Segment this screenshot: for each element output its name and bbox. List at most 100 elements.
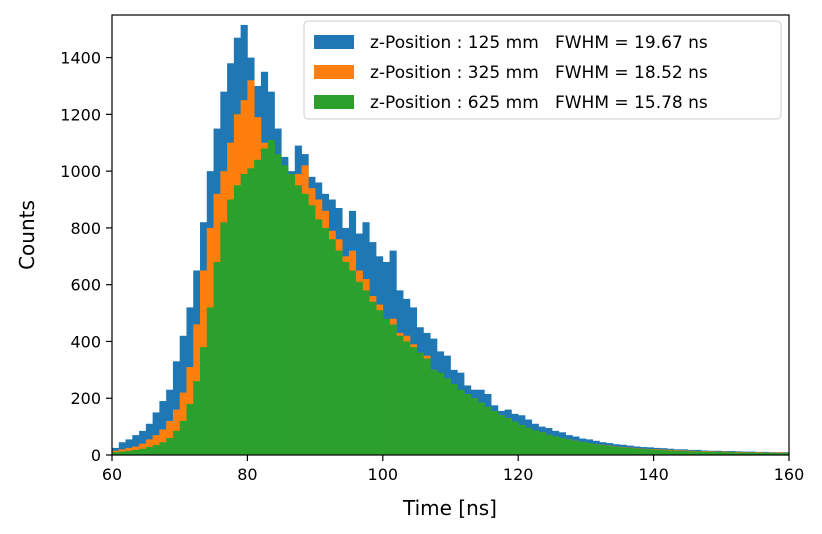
y-tick-label: 200 — [70, 389, 101, 408]
bar — [260, 148, 269, 456]
bar — [139, 448, 147, 455]
bar — [477, 402, 485, 455]
bar — [227, 199, 235, 455]
bar — [552, 436, 560, 455]
bar — [247, 168, 255, 456]
bar — [125, 450, 133, 455]
y-tick-label: 1000 — [60, 162, 101, 181]
bar — [626, 447, 634, 455]
bar — [172, 361, 181, 455]
bar — [145, 447, 153, 455]
bar — [606, 445, 614, 455]
x-tick-label: 140 — [638, 465, 669, 484]
x-tick-label: 60 — [102, 465, 122, 484]
bar — [125, 439, 133, 455]
bar — [531, 430, 539, 455]
bar — [355, 281, 363, 455]
bar — [145, 423, 153, 455]
bar — [653, 449, 661, 455]
bar — [619, 447, 627, 455]
bar — [768, 452, 776, 455]
bar — [464, 393, 472, 455]
legend-box — [303, 20, 782, 120]
bar — [159, 401, 167, 455]
bar — [220, 222, 228, 455]
bar — [274, 154, 282, 455]
bar — [233, 185, 241, 455]
bar — [612, 446, 621, 455]
bar — [200, 347, 208, 455]
histogram-bars — [112, 24, 790, 456]
x-tick-label: 160 — [774, 465, 805, 484]
bar — [240, 173, 248, 455]
series-3 — [112, 139, 790, 456]
bar — [206, 307, 214, 455]
bar — [748, 452, 756, 455]
bar — [342, 261, 350, 455]
bar — [572, 440, 580, 455]
bar — [416, 352, 424, 455]
bar — [281, 165, 289, 455]
bar — [389, 324, 397, 455]
bar — [450, 384, 458, 455]
x-tick-label: 80 — [237, 465, 257, 484]
bar — [179, 420, 187, 455]
y-tick-label: 1400 — [60, 49, 101, 68]
bar — [132, 435, 140, 455]
x-axis-label: Time [ns] — [402, 496, 497, 520]
bar — [673, 450, 682, 455]
bar — [254, 159, 262, 455]
bar — [545, 434, 553, 455]
bar — [396, 335, 404, 455]
bar — [504, 418, 512, 455]
bar — [721, 452, 729, 455]
bar — [376, 310, 384, 455]
bar — [193, 381, 201, 455]
bar — [734, 452, 742, 455]
bar — [660, 450, 668, 455]
legend: z-Position : 125 mm FWHM = 19.67 ns z-Pos… — [303, 20, 782, 120]
bar — [301, 193, 309, 455]
bar — [585, 443, 594, 455]
bar — [579, 441, 587, 455]
bar — [687, 451, 695, 455]
y-tick-label: 0 — [91, 446, 101, 465]
legend-swatch — [314, 65, 354, 79]
bar — [491, 411, 499, 455]
bar — [592, 444, 600, 455]
bar — [741, 452, 749, 455]
bar — [497, 415, 506, 455]
y-tick-label: 400 — [70, 332, 101, 351]
bar — [728, 452, 736, 455]
y-tick-label: 800 — [70, 219, 101, 238]
y-tick-label: 1200 — [60, 105, 101, 124]
bar — [139, 430, 147, 455]
bar — [511, 421, 519, 455]
bar — [382, 318, 390, 455]
bar — [315, 219, 323, 455]
bar — [755, 452, 763, 455]
bar — [328, 239, 336, 455]
bar — [667, 450, 675, 455]
bar — [288, 173, 296, 455]
y-axis-ticks: 0 200 400 600 800 1000 1200 1400 — [60, 49, 112, 465]
bar — [112, 452, 120, 455]
bar — [782, 453, 790, 455]
y-tick-label: 600 — [70, 276, 101, 295]
bar — [640, 449, 648, 455]
bar — [369, 301, 377, 455]
bar — [558, 437, 566, 455]
bar — [436, 372, 445, 455]
bar — [714, 451, 722, 455]
legend-swatch — [314, 95, 354, 109]
x-tick-label: 100 — [368, 465, 399, 484]
bar — [213, 261, 221, 455]
bar — [694, 451, 702, 455]
bar — [159, 429, 167, 455]
bar — [308, 205, 316, 455]
x-tick-label: 120 — [503, 465, 534, 484]
bar — [132, 449, 140, 455]
bar — [166, 437, 174, 455]
bar — [443, 378, 451, 455]
